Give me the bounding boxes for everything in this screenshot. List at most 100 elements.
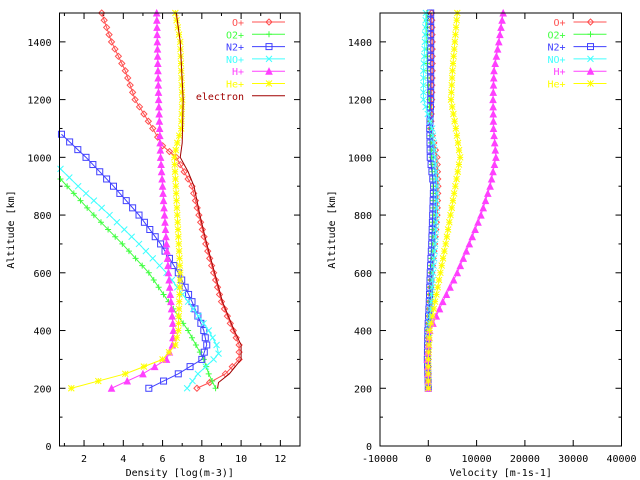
data-point — [57, 165, 64, 173]
data-point — [162, 232, 170, 241]
data-point — [226, 319, 235, 328]
y-tick-label: 0 — [366, 442, 372, 453]
data-point — [175, 132, 183, 140]
data-point — [193, 204, 201, 212]
data-point — [438, 297, 447, 306]
data-point — [156, 131, 164, 140]
data-point — [124, 74, 132, 82]
data-point — [432, 233, 439, 241]
y-tick-label: 400 — [354, 327, 372, 338]
data-point — [423, 17, 430, 24]
data-point — [487, 174, 496, 183]
data-point — [175, 298, 183, 306]
x-tick-label: 6 — [160, 454, 166, 465]
data-point — [178, 74, 185, 82]
data-point — [489, 73, 498, 82]
data-point — [155, 117, 164, 125]
data-point — [129, 204, 137, 212]
data-point — [172, 175, 179, 183]
data-point — [158, 182, 167, 190]
y-tick-label: 1000 — [348, 153, 372, 164]
data-point — [156, 153, 165, 161]
data-point — [427, 319, 435, 327]
data-point — [442, 240, 450, 248]
data-point — [431, 298, 439, 306]
data-point — [165, 283, 174, 291]
data-point — [489, 102, 497, 111]
data-point — [434, 283, 442, 291]
data-point — [89, 161, 97, 169]
data-point — [120, 226, 128, 233]
data-point — [176, 262, 184, 269]
data-point — [443, 233, 451, 241]
data-point — [162, 239, 171, 248]
density-series-electron — [175, 12, 242, 389]
legend-marker — [587, 80, 594, 87]
data-point — [430, 262, 437, 269]
data-point — [98, 9, 106, 17]
data-point — [427, 88, 435, 96]
data-point — [159, 189, 167, 197]
data-point — [198, 355, 206, 363]
data-point — [170, 262, 178, 270]
data-point — [220, 305, 229, 313]
data-point — [57, 130, 65, 138]
legend-marker — [265, 55, 273, 63]
data-point — [140, 110, 148, 118]
data-point — [114, 52, 123, 61]
data-point — [442, 290, 451, 298]
data-point — [155, 284, 162, 291]
data-point — [453, 16, 461, 24]
data-point — [189, 377, 196, 385]
data-point — [132, 255, 139, 262]
data-point — [196, 349, 203, 356]
data-point — [140, 218, 148, 226]
y-tick-label: 800 — [33, 211, 51, 222]
data-point — [448, 204, 456, 212]
legend-label: NO+ — [226, 55, 244, 66]
data-point — [180, 168, 188, 176]
data-point — [146, 226, 154, 233]
data-point — [178, 96, 186, 103]
data-point — [449, 197, 457, 204]
data-point — [172, 146, 180, 154]
data-point — [426, 117, 434, 125]
data-point — [168, 311, 176, 320]
data-point — [431, 247, 438, 255]
data-point — [178, 89, 186, 96]
data-point — [451, 117, 458, 125]
data-point — [448, 81, 456, 89]
data-point — [210, 356, 217, 363]
data-point — [427, 31, 435, 39]
density-series-NO-plus — [57, 165, 222, 392]
data-point — [189, 305, 197, 313]
data-point — [455, 146, 463, 154]
data-point — [131, 95, 139, 104]
x-tick-label: 0 — [425, 454, 431, 465]
data-point — [223, 312, 232, 320]
x-tick-label: 40000 — [606, 454, 636, 465]
data-point — [168, 319, 177, 327]
data-point — [198, 225, 207, 234]
data-point — [433, 182, 441, 190]
legend-marker — [265, 18, 273, 26]
data-point — [173, 197, 180, 204]
data-point — [455, 161, 463, 168]
data-point — [135, 103, 144, 111]
data-point — [171, 161, 179, 168]
data-point — [158, 174, 166, 183]
legend-label: O+ — [553, 18, 565, 29]
data-point — [430, 146, 438, 154]
data-point — [449, 275, 458, 284]
data-point — [173, 16, 180, 24]
data-point — [433, 211, 440, 219]
data-point — [429, 132, 437, 140]
data-point — [174, 370, 182, 378]
data-point — [176, 160, 184, 169]
data-point — [175, 319, 182, 327]
data-point — [426, 334, 433, 342]
data-point — [154, 95, 163, 104]
data-point — [70, 190, 77, 197]
data-point — [450, 45, 458, 53]
data-point — [229, 326, 237, 335]
